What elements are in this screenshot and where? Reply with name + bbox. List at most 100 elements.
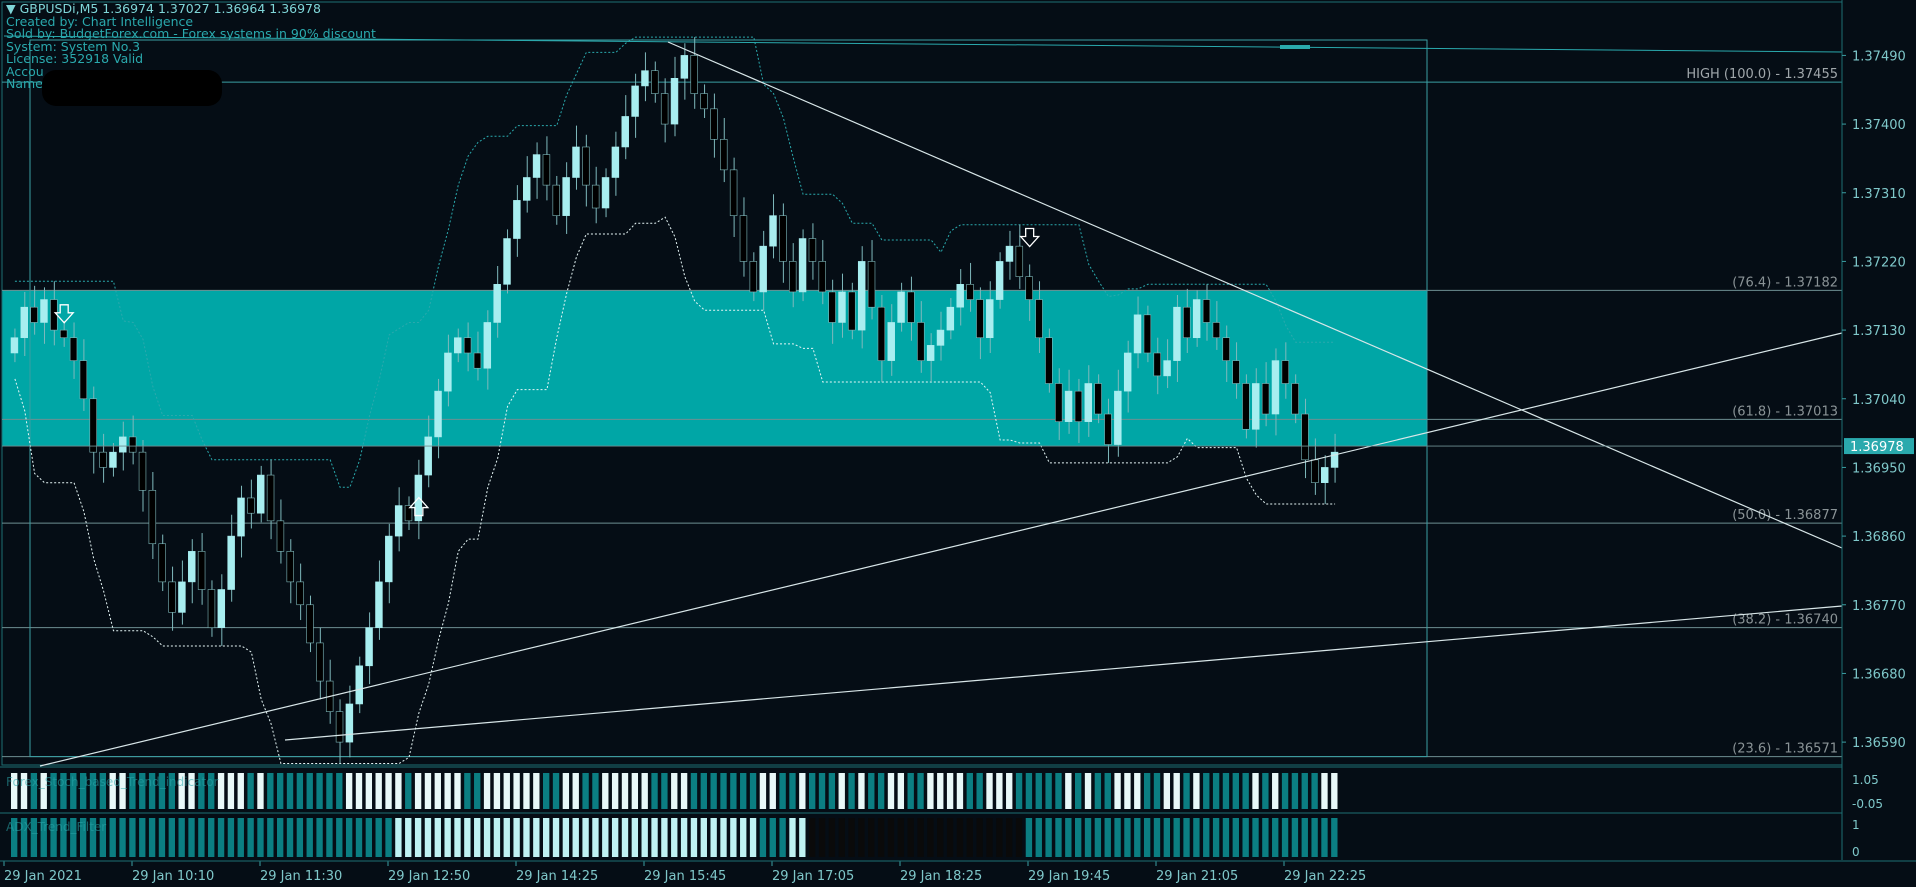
bull-candle[interactable] bbox=[483, 322, 492, 369]
bear-candle[interactable] bbox=[828, 291, 836, 323]
bull-candle[interactable] bbox=[956, 284, 964, 308]
bear-candle[interactable] bbox=[700, 93, 708, 110]
bull-candle[interactable] bbox=[1123, 352, 1132, 392]
bear-candle[interactable] bbox=[128, 436, 137, 453]
bull-candle[interactable] bbox=[375, 581, 383, 628]
bear-candle[interactable] bbox=[720, 139, 728, 171]
bull-candle[interactable] bbox=[109, 451, 117, 468]
bull-candle[interactable] bbox=[562, 177, 570, 216]
bear-candle[interactable] bbox=[1311, 459, 1319, 483]
bear-candle[interactable] bbox=[1202, 299, 1211, 323]
bull-candle[interactable] bbox=[365, 627, 373, 667]
bull-candle[interactable] bbox=[1173, 306, 1181, 361]
candles-layer[interactable] bbox=[10, 37, 1339, 764]
collapse-triangle-icon[interactable]: ▼ bbox=[6, 1, 16, 16]
bull-candle[interactable] bbox=[621, 116, 629, 148]
bull-candle[interactable] bbox=[1271, 360, 1280, 415]
bull-candle[interactable] bbox=[670, 78, 679, 125]
bear-candle[interactable] bbox=[473, 352, 482, 369]
bear-candle[interactable] bbox=[197, 551, 206, 590]
bull-candle[interactable] bbox=[454, 337, 462, 354]
bear-candle[interactable] bbox=[582, 146, 590, 186]
bull-candle[interactable] bbox=[434, 390, 442, 438]
bear-candle[interactable] bbox=[1232, 360, 1240, 384]
bear-candle[interactable] bbox=[1074, 390, 1083, 422]
bear-candle[interactable] bbox=[296, 581, 304, 606]
bear-candle[interactable] bbox=[463, 337, 472, 354]
bull-candle[interactable] bbox=[1114, 390, 1122, 445]
bear-candle[interactable] bbox=[79, 360, 88, 400]
bull-candle[interactable] bbox=[680, 55, 689, 79]
bull-candle[interactable] bbox=[227, 535, 235, 590]
bear-candle[interactable] bbox=[848, 291, 856, 331]
bear-candle[interactable] bbox=[1222, 337, 1230, 361]
bear-candle[interactable] bbox=[59, 329, 68, 339]
bear-candle[interactable] bbox=[542, 154, 551, 186]
bull-candle[interactable] bbox=[1192, 299, 1201, 339]
bull-candle[interactable] bbox=[611, 146, 620, 178]
bull-candle[interactable] bbox=[1252, 383, 1260, 430]
bull-candle[interactable] bbox=[641, 70, 649, 87]
bear-candle[interactable] bbox=[158, 543, 166, 583]
bear-candle[interactable] bbox=[286, 551, 295, 583]
bull-candle[interactable] bbox=[897, 291, 905, 323]
bull-candle[interactable] bbox=[394, 505, 403, 537]
ascending-trendline[interactable] bbox=[39, 332, 1843, 767]
bear-candle[interactable] bbox=[1104, 413, 1112, 445]
bear-candle[interactable] bbox=[739, 215, 748, 262]
bear-candle[interactable] bbox=[404, 505, 413, 522]
bear-candle[interactable] bbox=[660, 93, 669, 125]
bull-candle[interactable] bbox=[1163, 360, 1171, 377]
bear-candle[interactable] bbox=[1212, 322, 1221, 339]
bull-candle[interactable] bbox=[493, 284, 501, 323]
bear-candle[interactable] bbox=[1094, 383, 1102, 415]
bull-candle[interactable] bbox=[1084, 383, 1093, 422]
bear-candle[interactable] bbox=[729, 169, 738, 216]
bear-candle[interactable] bbox=[69, 337, 78, 361]
bear-candle[interactable] bbox=[99, 451, 107, 468]
bull-candle[interactable] bbox=[946, 306, 955, 331]
bull-candle[interactable] bbox=[1005, 245, 1014, 262]
bear-candle[interactable] bbox=[1281, 360, 1290, 384]
bull-candle[interactable] bbox=[857, 261, 866, 331]
bear-candle[interactable] bbox=[808, 238, 817, 262]
bull-candle[interactable] bbox=[532, 154, 541, 178]
bull-candle[interactable] bbox=[1330, 451, 1339, 468]
bull-candle[interactable] bbox=[631, 85, 639, 117]
bull-candle[interactable] bbox=[522, 177, 531, 201]
bull-candle[interactable] bbox=[513, 200, 521, 239]
symbol-row[interactable]: ▼ GBPUSDi,M5 1.36974 1.37027 1.36964 1.3… bbox=[6, 1, 376, 16]
bull-candle[interactable] bbox=[256, 474, 265, 514]
bull-candle[interactable] bbox=[237, 497, 245, 537]
bear-candle[interactable] bbox=[917, 322, 925, 361]
bear-candle[interactable] bbox=[867, 261, 876, 308]
bear-candle[interactable] bbox=[749, 261, 758, 293]
bear-candle[interactable] bbox=[1035, 299, 1043, 339]
bear-candle[interactable] bbox=[651, 70, 659, 94]
bull-candle[interactable] bbox=[119, 436, 127, 453]
bull-candle[interactable] bbox=[345, 703, 354, 743]
bear-candle[interactable] bbox=[276, 520, 285, 552]
bear-candle[interactable] bbox=[148, 490, 157, 545]
bull-candle[interactable] bbox=[936, 329, 945, 346]
bear-candle[interactable] bbox=[976, 299, 984, 339]
bear-candle[interactable] bbox=[788, 261, 797, 293]
bear-candle[interactable] bbox=[1291, 383, 1299, 415]
bull-candle[interactable] bbox=[572, 146, 580, 178]
bear-candle[interactable] bbox=[1015, 245, 1024, 277]
bear-candle[interactable] bbox=[266, 474, 275, 522]
trendline-layer[interactable] bbox=[39, 41, 1843, 767]
bull-candle[interactable] bbox=[355, 665, 363, 705]
bear-candle[interactable] bbox=[552, 184, 561, 216]
bull-candle[interactable] bbox=[759, 245, 767, 293]
bull-candle[interactable] bbox=[926, 345, 935, 361]
bear-candle[interactable] bbox=[89, 398, 97, 453]
bear-candle[interactable] bbox=[907, 291, 915, 323]
bear-candle[interactable] bbox=[1054, 383, 1063, 422]
bear-candle[interactable] bbox=[1045, 337, 1053, 384]
bull-candle[interactable] bbox=[178, 581, 186, 613]
bear-candle[interactable] bbox=[316, 642, 324, 682]
bull-candle[interactable] bbox=[1064, 390, 1073, 422]
bull-candle[interactable] bbox=[188, 551, 196, 583]
